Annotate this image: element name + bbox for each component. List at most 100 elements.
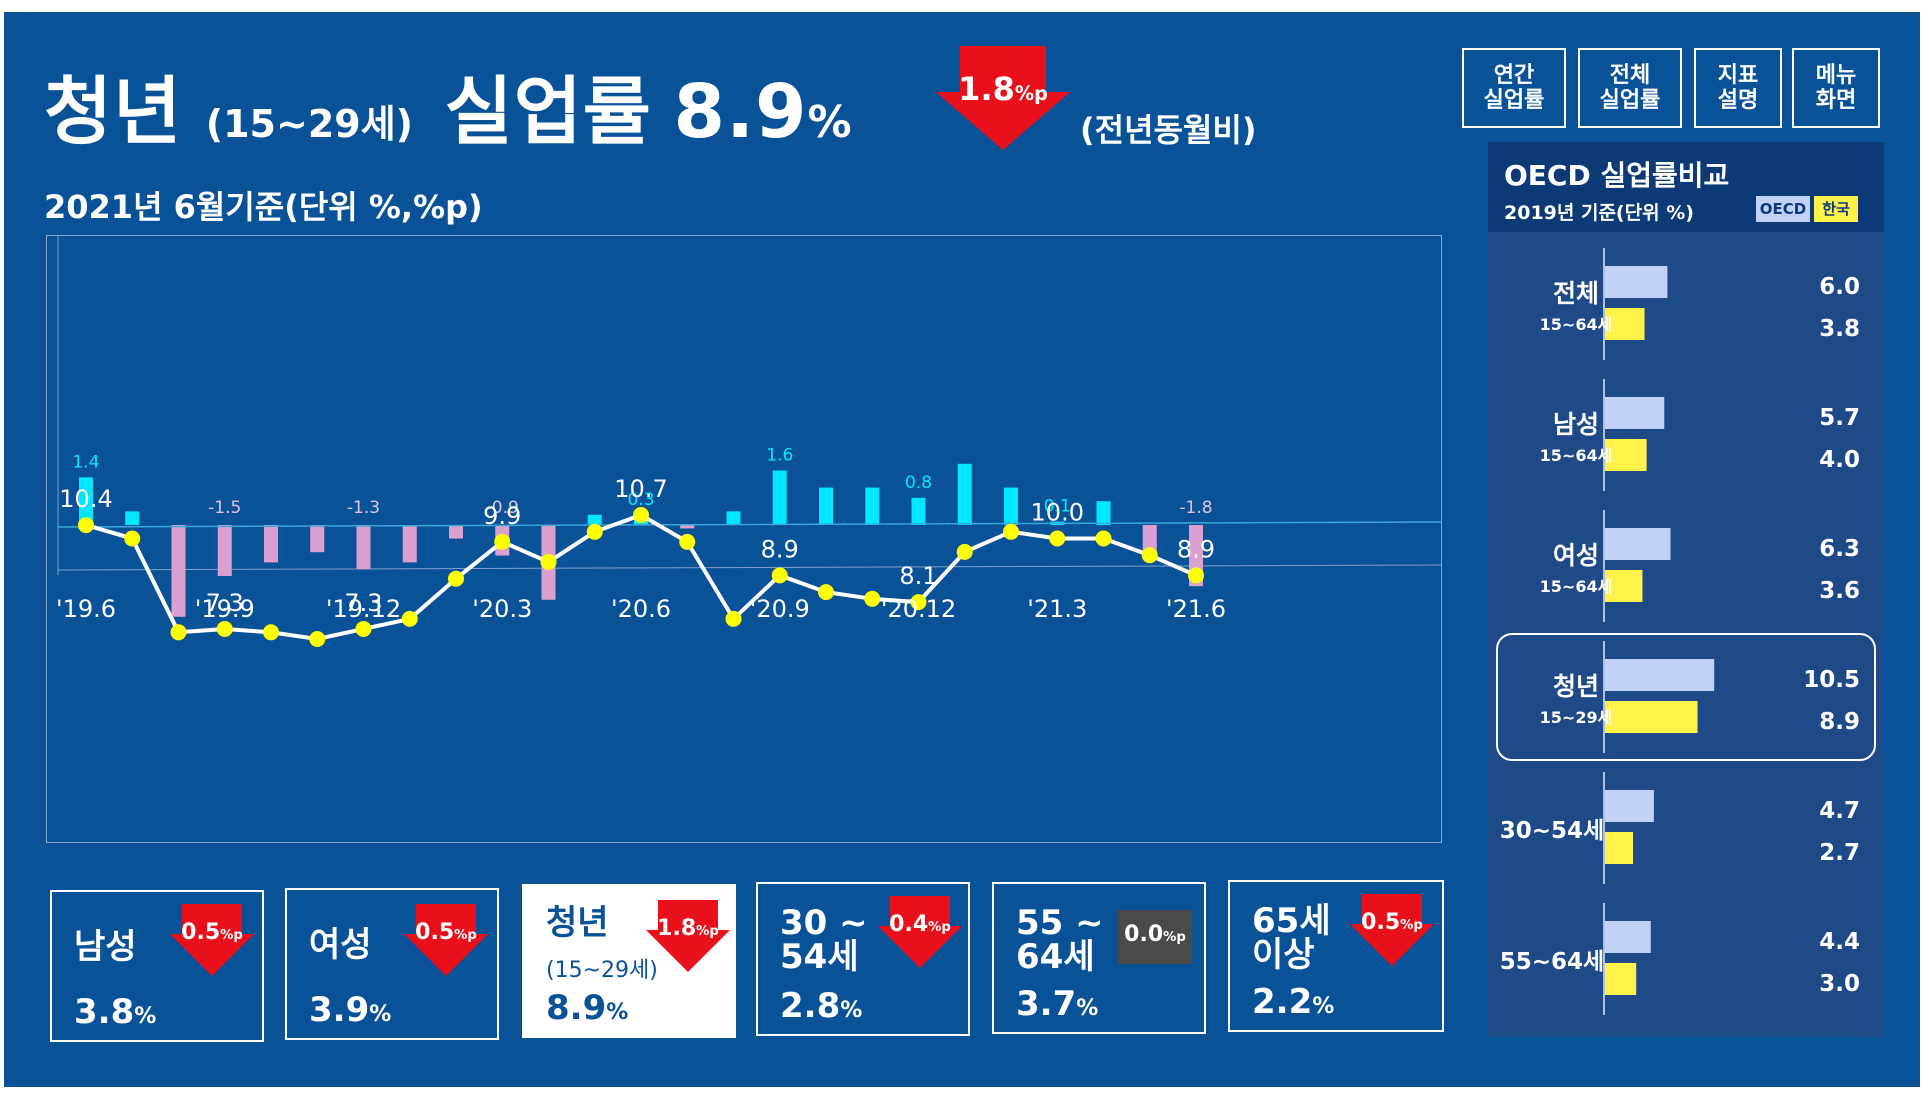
- card-sub-label: (15~29세): [546, 958, 658, 983]
- oecd-group-age: 15~64세: [1540, 446, 1613, 465]
- bar-data-label: -0.9: [486, 498, 519, 518]
- annual-unemployment-button[interactable]: 연간 실업률: [1462, 48, 1566, 128]
- change-bar: [217, 525, 232, 576]
- oecd-title: OECD 실업률비교: [1504, 159, 1730, 192]
- oecd-value-label: 10.5: [1803, 667, 1860, 693]
- korea-value-label: 8.9: [1819, 709, 1860, 735]
- subtitle: 2021년 6월기준(단위 %,%p): [44, 188, 483, 226]
- no-change-box-icon: [1118, 910, 1192, 964]
- bar-data-label: -1.3: [347, 498, 380, 518]
- card-youth[interactable]: 청년 (15~29세) 8.9%: [522, 884, 736, 1038]
- oecd-value-label: 6.0: [1819, 274, 1860, 300]
- change-bar: [680, 525, 695, 529]
- card-label: 30 ~ 54세: [780, 903, 868, 977]
- oecd-group-label: 전체: [1553, 279, 1599, 308]
- x-axis-line: [57, 564, 1442, 571]
- line-data-label: 7.3: [206, 589, 244, 617]
- card-change-flat: 0.0%p: [1118, 910, 1192, 964]
- x-tick-label: '19.6: [56, 595, 116, 623]
- card-label: 청년: [546, 903, 609, 943]
- korea-value-label: 3.0: [1819, 971, 1860, 997]
- line-point: [1141, 547, 1158, 564]
- korea-bar: [1605, 963, 1637, 995]
- x-tick-label: '19.9: [195, 595, 255, 623]
- card-value: 2.8%: [780, 986, 863, 1026]
- change-bar: [79, 477, 93, 525]
- line-point: [956, 543, 973, 560]
- x-tick-label: '21.3: [1027, 595, 1087, 623]
- line-point: [771, 567, 788, 584]
- x-tick-label: '20.12: [881, 595, 956, 623]
- change-bar: [819, 487, 833, 525]
- oecd-youth-highlight: [1496, 633, 1876, 761]
- line-point: [633, 507, 649, 524]
- line-point: [309, 631, 326, 647]
- line-point: [540, 553, 557, 570]
- change-bar: [264, 525, 278, 563]
- headline-change-unit: %p: [1014, 82, 1048, 105]
- oecd-subtitle: 2019년 기준(단위 %): [1504, 202, 1694, 224]
- oecd-group-age: 15~29세: [1540, 708, 1613, 727]
- card-value: 3.7%: [1016, 984, 1099, 1024]
- oecd-value-label: 4.7: [1819, 798, 1860, 824]
- change-label: (전년동월비): [1080, 111, 1257, 149]
- oecd-value-label: 4.4: [1819, 929, 1860, 955]
- card-value: 3.9%: [309, 990, 392, 1030]
- line-point: [1095, 530, 1112, 547]
- change-bar: [356, 525, 371, 570]
- line-data-label: 8.1: [899, 562, 937, 590]
- line-point: [1188, 567, 1204, 584]
- line-point: [864, 590, 881, 607]
- oecd-bar: [1605, 528, 1671, 560]
- down-arrow-icon: [878, 896, 962, 968]
- card-change-arrow: 1.8%p: [646, 900, 730, 972]
- card-55-64[interactable]: 55 ~ 64세 3.7%: [992, 882, 1206, 1034]
- korea-value-label: 2.7: [1819, 840, 1860, 866]
- indicator-description-button[interactable]: 지표 설명: [1694, 48, 1782, 128]
- korea-bar: [1605, 701, 1698, 733]
- card-label: 55 ~ 64세: [1016, 903, 1104, 977]
- bar-data-label: 0.3: [627, 490, 654, 510]
- card-label: 65세 이상: [1252, 901, 1331, 975]
- line-point: [679, 533, 696, 550]
- line-point: [78, 517, 94, 534]
- line-data-label: 10.0: [1031, 499, 1084, 527]
- oecd-group-label: 남성: [1553, 410, 1599, 439]
- title-main: 청년: [44, 69, 183, 155]
- card-change-arrow: 0.5%p: [1350, 894, 1434, 966]
- oecd-group-label: 30~54세: [1500, 818, 1604, 844]
- line-point: [355, 620, 372, 637]
- line-data-label: 10.7: [614, 475, 667, 503]
- change-bar: [1142, 525, 1157, 556]
- change-bar: [125, 511, 140, 525]
- line-point: [1003, 523, 1019, 540]
- korea-value-label: 4.0: [1819, 447, 1860, 473]
- x-tick-label: '20.6: [611, 595, 671, 623]
- line-data-label: 8.9: [1177, 535, 1215, 563]
- line-point: [124, 530, 141, 547]
- oecd-value-label: 6.3: [1819, 536, 1860, 562]
- title-age: (15~29세): [205, 102, 414, 146]
- line-data-label: 10.4: [59, 485, 112, 513]
- line-data-label: 9.9: [483, 502, 521, 530]
- korea-value-label: 3.6: [1819, 578, 1860, 604]
- legend-oecd: OECD: [1756, 196, 1810, 222]
- line-point: [1049, 530, 1066, 547]
- change-bar: [310, 525, 325, 553]
- line-point: [263, 624, 279, 641]
- card-value: 2.2%: [1252, 982, 1335, 1022]
- bar-data-label: 1.4: [72, 452, 99, 472]
- x-tick-label: '19.12: [326, 595, 401, 623]
- down-arrow-icon: [404, 904, 488, 976]
- line-point: [818, 584, 834, 601]
- oecd-group-age: 15~64세: [1540, 315, 1613, 334]
- oecd-comparison-panel: OECD 실업률비교 2019년 기준(단위 %) OECD 한국 6.0 3.8…: [1488, 142, 1884, 1037]
- menu-screen-button[interactable]: 메뉴 화면: [1792, 48, 1880, 128]
- change-bar: [726, 511, 741, 525]
- oecd-group-age: 15~64세: [1540, 577, 1613, 596]
- oecd-group-label: 청년: [1553, 672, 1599, 701]
- line-point: [586, 523, 603, 540]
- total-unemployment-button[interactable]: 전체 실업률: [1578, 48, 1682, 128]
- down-arrow-icon: [936, 46, 1070, 150]
- line-point: [494, 533, 511, 550]
